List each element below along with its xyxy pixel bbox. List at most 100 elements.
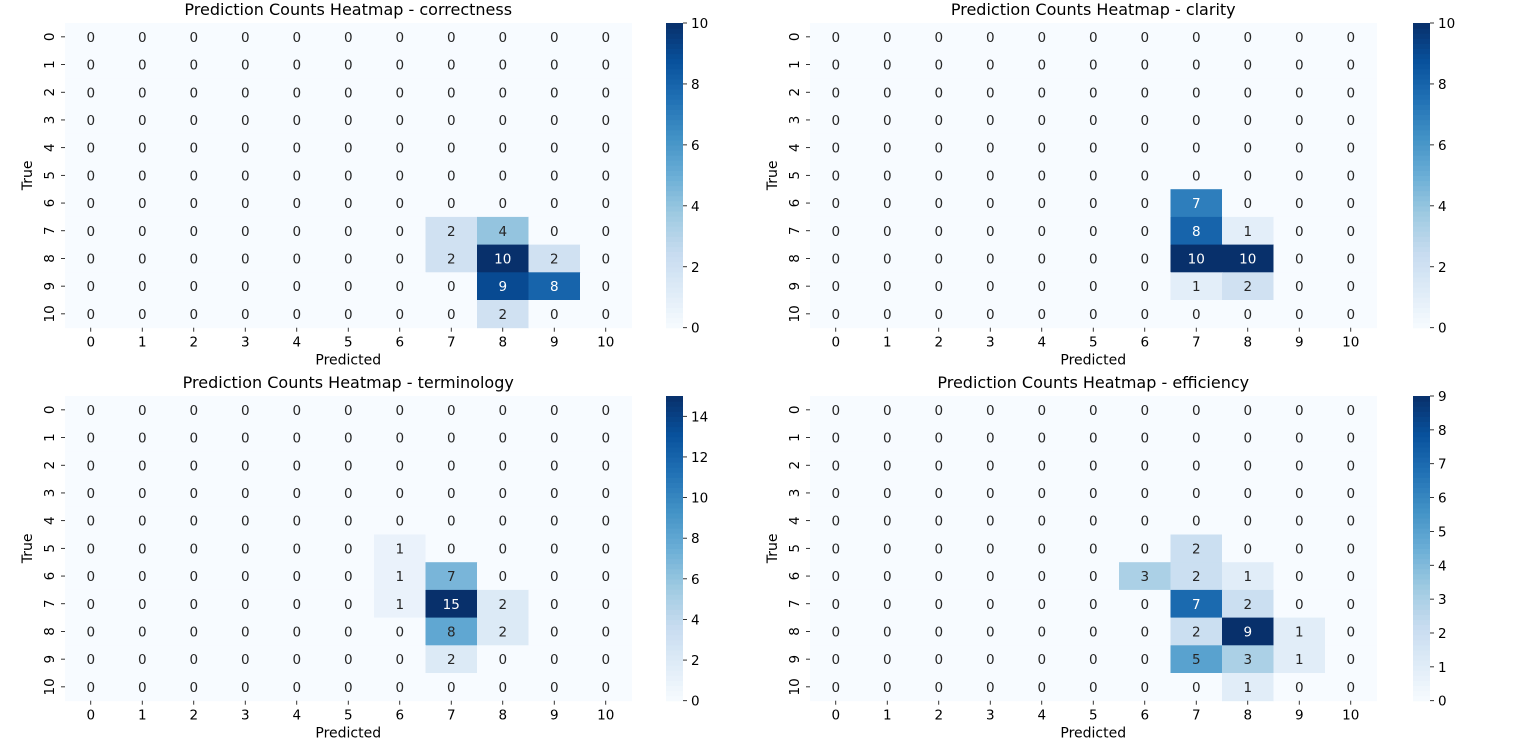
colorbar-segment <box>1413 251 1430 258</box>
heatmap-cell <box>913 161 965 190</box>
heatmap-cell <box>861 617 914 646</box>
cell-annotation: 0 <box>986 458 995 474</box>
heatmap-cell <box>861 161 914 190</box>
y-tick-label: 7 <box>787 599 803 608</box>
cell-annotation: 0 <box>344 486 353 502</box>
cell-annotation: 3 <box>1243 652 1252 668</box>
heatmap-cell <box>116 562 169 591</box>
colorbar-tick-label: 3 <box>1438 592 1447 608</box>
cell-annotation: 0 <box>831 113 840 129</box>
colorbar-tick-label: 10 <box>1438 16 1455 32</box>
x-axis-label: Predicted <box>1060 726 1126 742</box>
cell-annotation: 0 <box>498 85 507 101</box>
colorbar-segment <box>666 155 683 161</box>
cell-annotation: 0 <box>1346 30 1355 46</box>
heatmap-cell <box>1325 133 1377 162</box>
x-tick-label: 4 <box>292 335 301 351</box>
colorbar-segment <box>666 89 683 95</box>
cell-annotation: 0 <box>86 141 95 157</box>
colorbar-segment <box>1413 649 1430 656</box>
colorbar-segment <box>1413 322 1430 329</box>
cell-annotation: 0 <box>189 307 198 323</box>
heatmap-cell <box>1170 451 1223 480</box>
colorbar-segment <box>1413 467 1430 473</box>
colorbar-segment <box>666 431 683 438</box>
colorbar-segment <box>666 644 683 651</box>
cell-annotation: 10 <box>494 251 511 267</box>
heatmap-cell <box>1222 396 1274 425</box>
heatmap-cell <box>810 589 862 619</box>
cell-annotation: 0 <box>831 624 840 640</box>
cell-annotation: 0 <box>934 279 943 295</box>
colorbar-segment <box>666 533 683 539</box>
heatmap-cell <box>964 50 1017 79</box>
colorbar-segment <box>666 441 683 448</box>
heatmap-cell <box>528 451 581 480</box>
cell-annotation: 0 <box>1346 58 1355 74</box>
cell-annotation: 0 <box>550 486 559 502</box>
heatmap-cell <box>1222 534 1274 563</box>
cell-annotation: 0 <box>601 624 610 640</box>
heatmap-cell <box>425 589 478 619</box>
colorbar-segment <box>666 624 683 631</box>
colorbar-segment <box>1413 200 1430 207</box>
heatmap-cell <box>964 617 1017 646</box>
colorbar-segment <box>1413 538 1430 544</box>
colorbar-segment <box>1413 78 1430 85</box>
colorbar-segment <box>666 492 683 499</box>
heatmap-cell <box>322 106 375 135</box>
heatmap-cell <box>1273 479 1326 508</box>
cell-annotation: 0 <box>395 196 404 212</box>
colorbar-segment <box>666 109 683 116</box>
cell-annotation: 0 <box>883 168 892 184</box>
heatmap-cell <box>65 423 117 452</box>
cell-annotation: 0 <box>395 680 404 696</box>
cell-annotation: 0 <box>292 279 301 295</box>
cell-annotation: 0 <box>344 541 353 557</box>
colorbar-segment <box>1413 312 1430 319</box>
heatmap-cell <box>1170 216 1223 246</box>
heatmap-cell <box>271 617 323 646</box>
heatmap-cell <box>219 645 272 674</box>
cell-annotation: 0 <box>138 85 147 101</box>
heatmap-cell <box>374 133 426 162</box>
cell-annotation: 0 <box>1037 652 1046 668</box>
heatmap-cell <box>1067 506 1120 535</box>
y-tick-label: 4 <box>42 516 58 525</box>
heatmap-cell <box>861 396 914 425</box>
cell-annotation: 0 <box>550 30 559 46</box>
heatmap-cell <box>1067 617 1120 646</box>
heatmap-cell <box>477 589 529 619</box>
heatmap-cell <box>1016 216 1068 246</box>
heatmap-cell <box>810 479 862 508</box>
cell-annotation: 0 <box>498 541 507 557</box>
cell-annotation: 0 <box>550 113 559 129</box>
heatmap-cell <box>477 106 529 135</box>
heatmap-cell <box>477 506 529 535</box>
cell-annotation: 0 <box>86 458 95 474</box>
colorbar-segment <box>666 507 683 514</box>
heatmap-cell <box>271 589 323 619</box>
colorbar-segment <box>1413 543 1430 549</box>
heatmap-cell <box>913 423 965 452</box>
heatmap-cell <box>1222 244 1274 273</box>
colorbar-segment <box>666 231 683 237</box>
heatmap-cell <box>1222 562 1274 591</box>
cell-annotation: 1 <box>1192 279 1201 295</box>
cell-annotation: 0 <box>1089 113 1098 129</box>
cell-annotation: 0 <box>601 458 610 474</box>
cell-annotation: 0 <box>883 569 892 585</box>
heatmap-cell <box>1170 106 1223 135</box>
heatmap-panel-3: Prediction Counts Heatmap - efficiency 0 0… <box>765 373 1447 742</box>
cell-annotation: 2 <box>1243 597 1252 613</box>
cell-annotation: 0 <box>1346 458 1355 474</box>
cell-annotation: 0 <box>1089 680 1098 696</box>
colorbar-tick-label: 8 <box>691 77 700 93</box>
heatmap-cell <box>168 189 220 218</box>
heatmap-cell <box>322 50 375 79</box>
cell-annotation: 0 <box>86 652 95 668</box>
heatmap-cell <box>1273 106 1326 135</box>
heatmap-cell <box>1273 562 1326 591</box>
heatmap-cell <box>1170 589 1223 619</box>
heatmap-cell <box>65 396 117 425</box>
